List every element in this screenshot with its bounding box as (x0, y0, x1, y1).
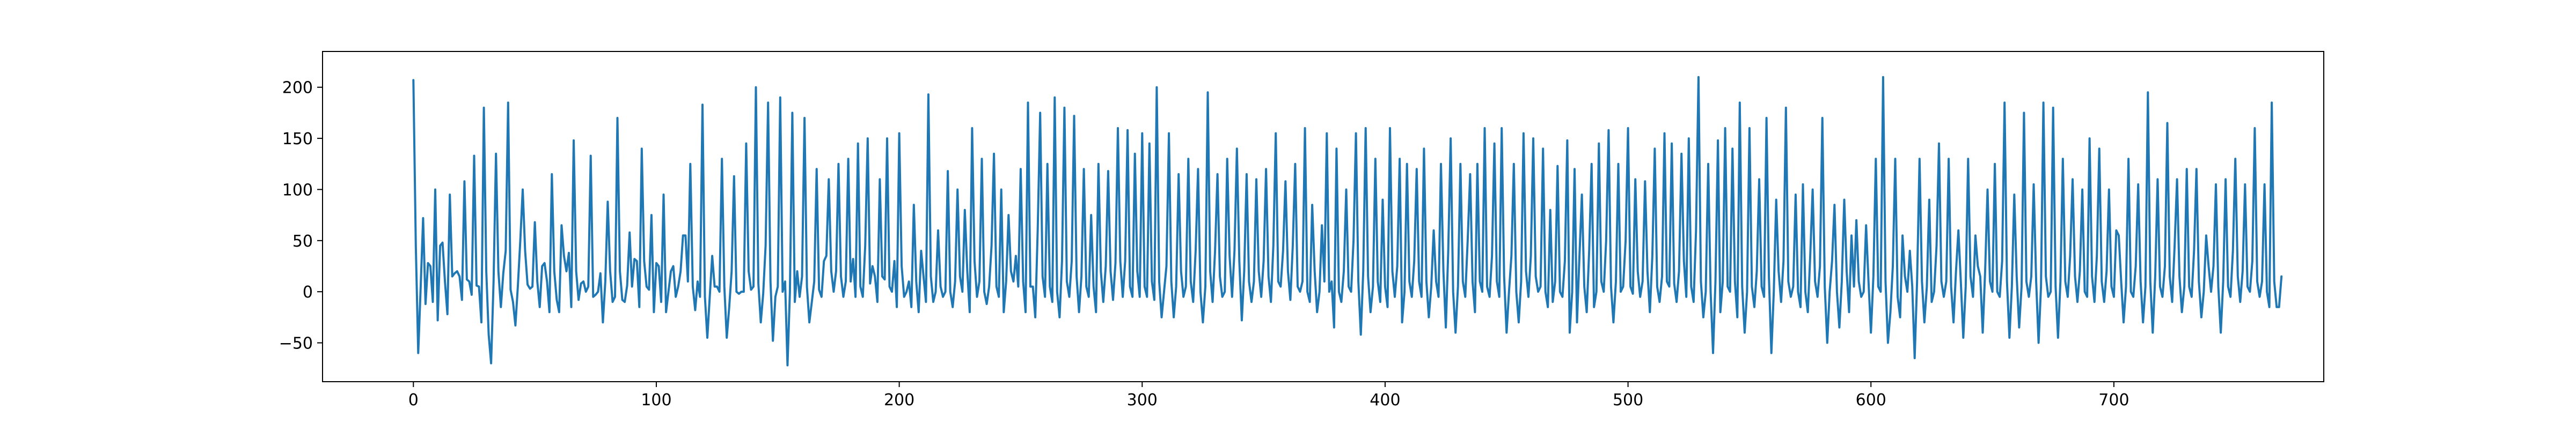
series-line (412, 76, 2283, 367)
y-tick-label: 150 (282, 130, 313, 148)
x-tick-label: 300 (1127, 391, 1158, 410)
x-tick-label: 100 (641, 391, 671, 410)
x-tick-label: 600 (1856, 391, 1886, 410)
x-tick-label: 700 (2098, 391, 2129, 410)
y-tick-label: 100 (282, 181, 313, 199)
plot-frame (322, 51, 2324, 382)
x-tick-label: 0 (408, 391, 419, 410)
y-tick-label: 0 (303, 283, 313, 302)
y-tick-label: 200 (282, 79, 313, 98)
data-layer (412, 76, 2283, 367)
x-tick-label: 500 (1613, 391, 1643, 410)
ticks-layer: 0 100 200 300 400 500 600 700 −50 0 50 100 150 200 (279, 79, 2129, 410)
x-tick-label: 200 (884, 391, 914, 410)
y-tick-label: −50 (279, 335, 313, 353)
x-tick-label: 400 (1370, 391, 1400, 410)
y-tick-label: 50 (292, 232, 313, 251)
